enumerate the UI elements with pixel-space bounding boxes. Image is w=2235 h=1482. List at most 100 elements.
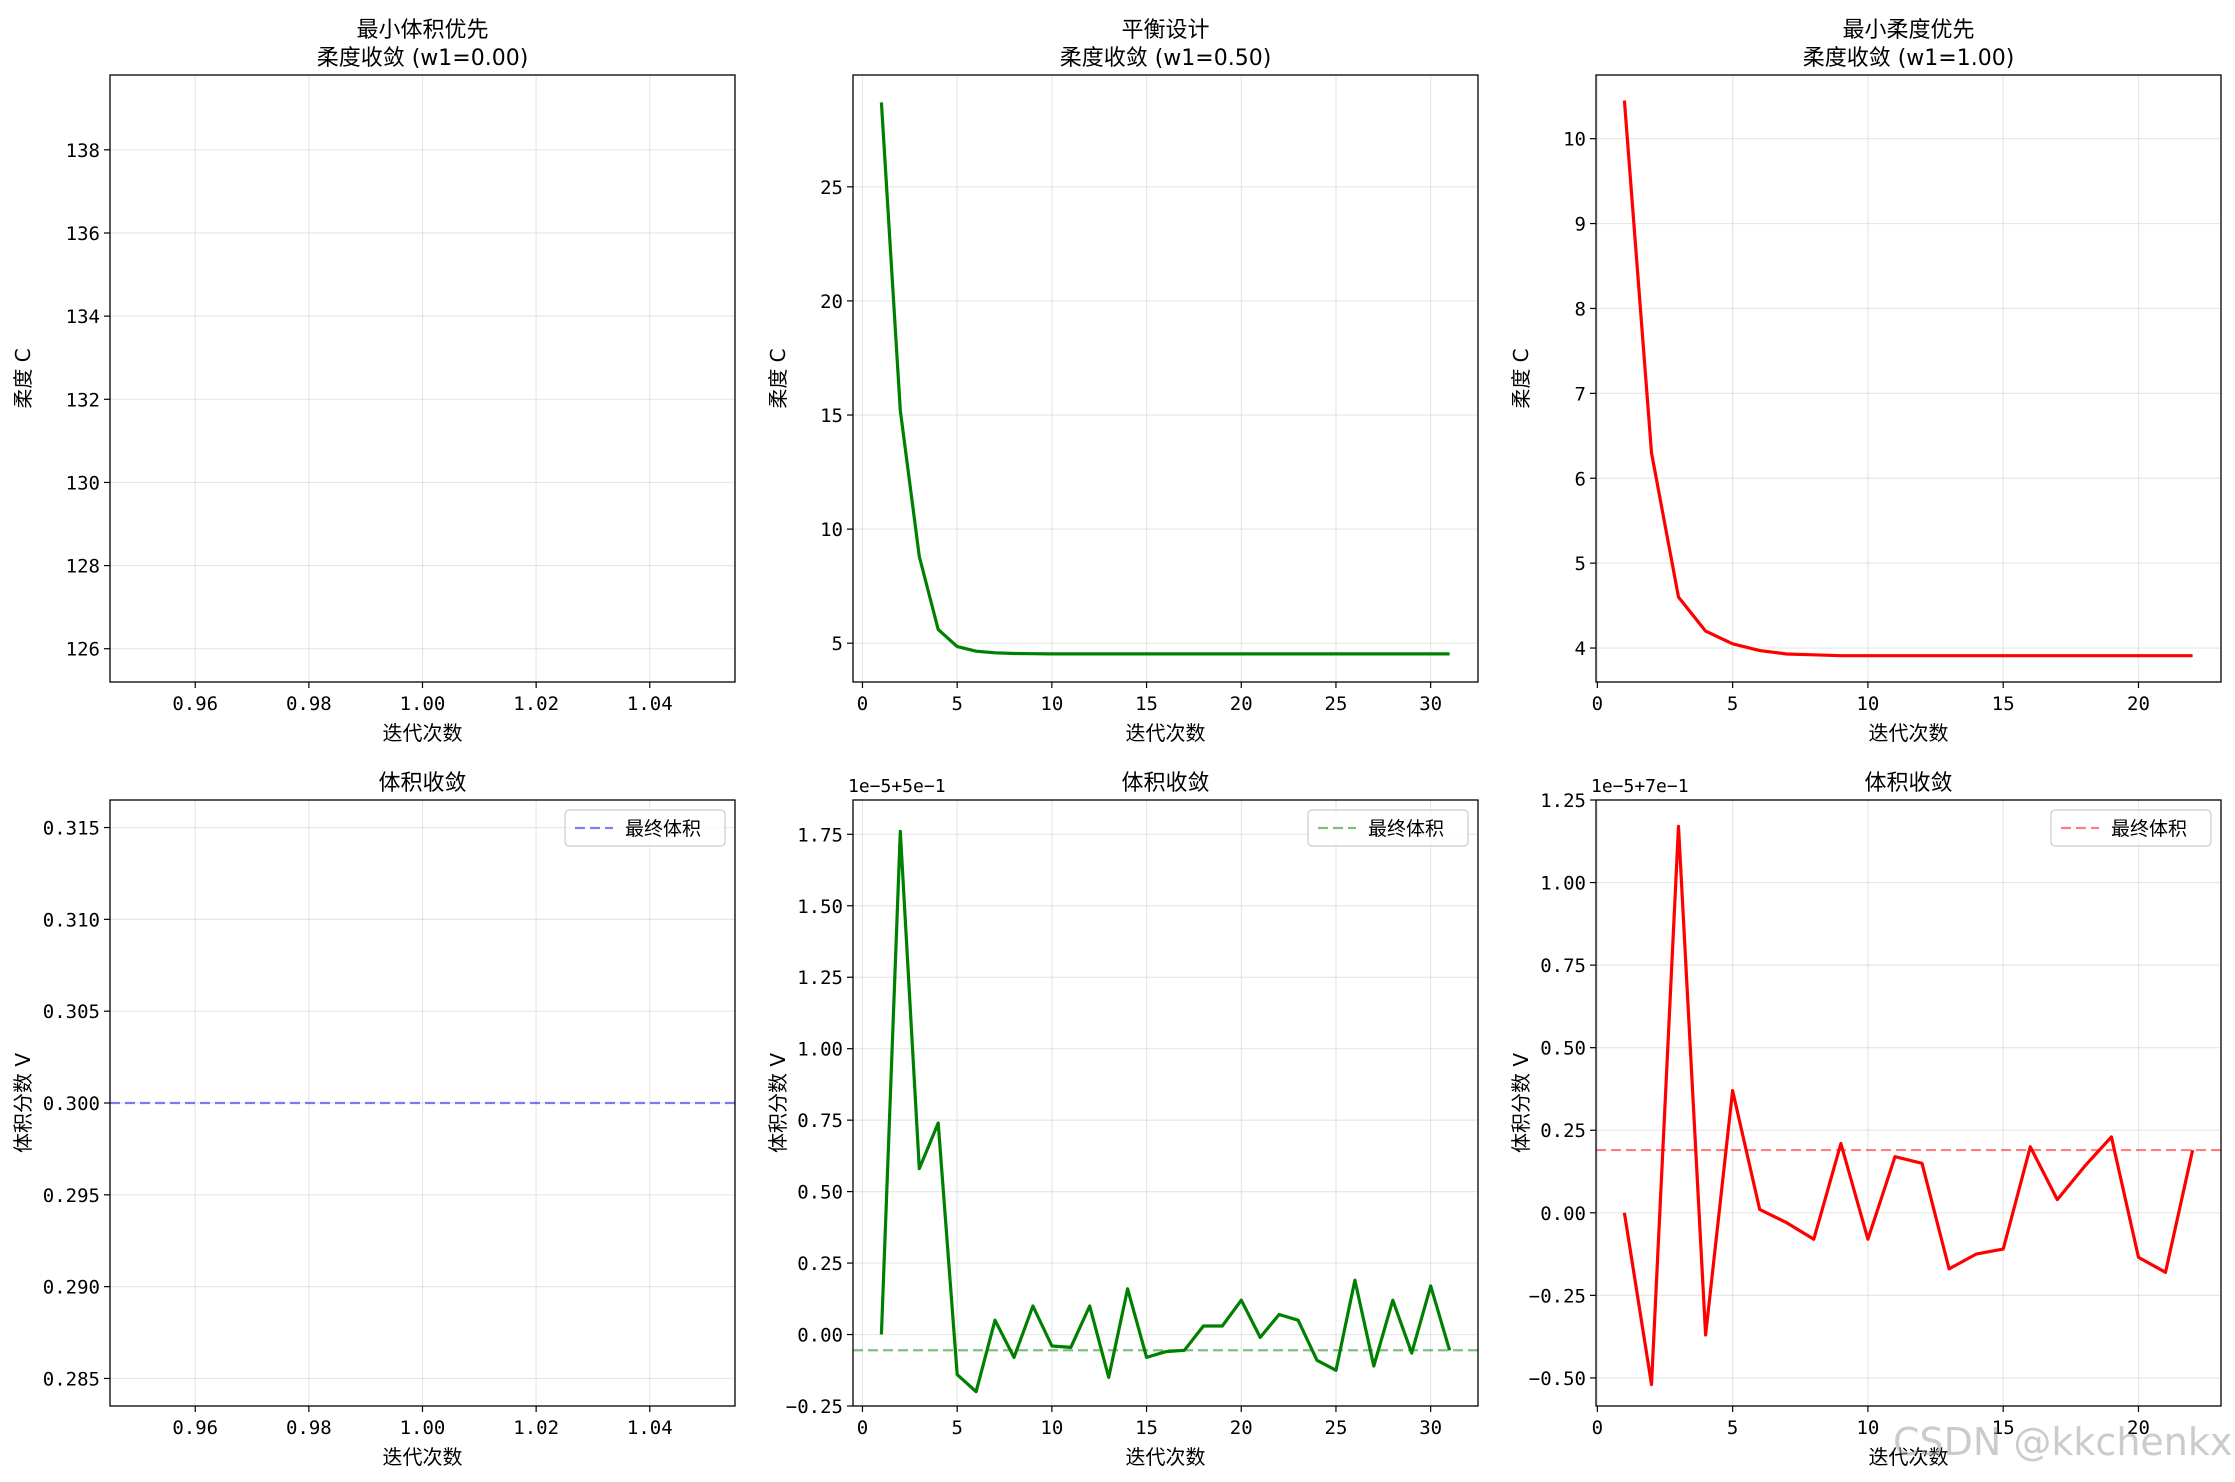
- x-tick-label: 15: [1135, 1417, 1158, 1439]
- plot-area: [853, 75, 1478, 682]
- x-tick-label: 30: [1419, 1417, 1442, 1439]
- y-tick-label: 126: [66, 639, 100, 661]
- watermark: CSDN @kkchenkx: [1893, 1420, 2233, 1464]
- y-tick-label: 25: [820, 177, 843, 199]
- y-tick-label: 1.75: [797, 824, 843, 846]
- axis-offset-label: 1e−5+7e−1: [1591, 776, 1689, 797]
- x-axis-label: 迭代次数: [1126, 721, 1206, 745]
- x-tick-label: 15: [1992, 1417, 2015, 1439]
- y-tick-label: 0.00: [1540, 1203, 1586, 1225]
- y-axis-label: 柔度 C: [766, 348, 790, 408]
- y-tick-label: 134: [66, 306, 100, 328]
- chart-title: 最小体积优先: [356, 18, 488, 43]
- chart-title: 平衡设计: [1121, 18, 1209, 43]
- y-axis-label: 体积分数 V: [11, 1053, 35, 1153]
- y-tick-label: 5: [1575, 553, 1586, 575]
- series-line: [1622, 100, 2193, 658]
- y-tick-label: 128: [66, 556, 100, 578]
- x-tick-label: 30: [1419, 693, 1442, 715]
- y-tick-label: 8: [1575, 298, 1586, 320]
- x-tick-label: 1.02: [513, 1417, 559, 1439]
- y-tick-label: 0.75: [1540, 955, 1586, 977]
- legend-box: [1307, 809, 1469, 847]
- chart-title: 最小柔度优先: [1842, 18, 1974, 43]
- x-tick-label: 20: [1230, 693, 1253, 715]
- y-tick-label: 1.25: [1540, 790, 1586, 812]
- y-tick-label: 0.285: [43, 1368, 100, 1390]
- x-axis-label: 迭代次数: [1126, 1445, 1206, 1469]
- axes-frame: [1595, 799, 2222, 1407]
- x-tick-label: 10: [1040, 1417, 1063, 1439]
- axes-frame: [1595, 74, 2222, 683]
- y-tick-label: 15: [820, 405, 843, 427]
- legend: 最终体积: [2050, 809, 2212, 847]
- y-tick-label: 6: [1575, 468, 1586, 490]
- chart-title: 柔度收敛 (w1=0.00): [317, 46, 529, 71]
- plot-area: [853, 800, 1478, 1406]
- y-tick-label: 1.00: [797, 1039, 843, 1061]
- x-tick-label: 0: [857, 693, 868, 715]
- y-axis-label: 柔度 C: [1509, 348, 1533, 408]
- plot-area: [1596, 800, 2221, 1406]
- x-tick-label: 5: [1727, 1417, 1738, 1439]
- series-line: [879, 102, 1450, 656]
- x-tick-label: 0.96: [172, 1417, 218, 1439]
- y-tick-label: 0.50: [1540, 1038, 1586, 1060]
- y-tick-label: 4: [1575, 638, 1586, 660]
- x-axis-label: 迭代次数: [383, 721, 463, 745]
- x-tick-label: 0: [1592, 693, 1603, 715]
- x-tick-label: 15: [1992, 693, 2015, 715]
- y-tick-label: 7: [1575, 383, 1586, 405]
- x-tick-label: 10: [1856, 1417, 1879, 1439]
- y-tick-label: 136: [66, 223, 100, 245]
- y-tick-label: 138: [66, 140, 100, 162]
- x-tick-label: 5: [951, 693, 962, 715]
- y-tick-label: −0.25: [1529, 1285, 1586, 1307]
- y-tick-label: 0.315: [43, 818, 100, 840]
- legend-label: 最终体积: [2111, 818, 2187, 840]
- y-tick-label: 9: [1575, 214, 1586, 236]
- chart-title: 柔度收敛 (w1=1.00): [1803, 46, 2015, 71]
- y-tick-label: 1.50: [797, 896, 843, 918]
- x-tick-label: 20: [2127, 693, 2150, 715]
- x-tick-label: 0.96: [172, 693, 218, 715]
- series-line: [1622, 824, 2195, 1387]
- x-tick-label: 20: [2127, 1417, 2150, 1439]
- y-tick-label: 20: [820, 291, 843, 313]
- chart-1: 0.96 0.98 1.00 1.02 1.04 126 128 130 132 134 136 13…: [11, 18, 736, 745]
- y-axis-label: 体积分数 V: [766, 1053, 790, 1153]
- x-tick-label: 5: [1727, 693, 1738, 715]
- y-tick-label: 0.75: [797, 1110, 843, 1132]
- y-tick-label: 0.25: [797, 1253, 843, 1275]
- y-tick-label: 1.00: [1540, 873, 1586, 895]
- x-tick-label: 0.98: [286, 1417, 332, 1439]
- chart-4: 0.96 0.98 1.00 1.02 1.04 0.285 0.290 0.295 0.300…: [11, 771, 736, 1469]
- y-tick-label: 130: [66, 472, 100, 494]
- x-tick-label: 0.98: [286, 693, 332, 715]
- y-tick-label: 0.295: [43, 1185, 100, 1207]
- legend-label: 最终体积: [625, 818, 701, 840]
- legend: 最终体积: [1307, 809, 1469, 847]
- y-tick-label: −0.50: [1529, 1368, 1586, 1390]
- x-tick-label: 10: [1040, 693, 1063, 715]
- x-tick-label: 1.00: [400, 1417, 446, 1439]
- x-tick-label: 5: [951, 1417, 962, 1439]
- plot-area: [110, 75, 735, 682]
- y-axis-label: 体积分数 V: [1509, 1053, 1533, 1153]
- x-tick-label: 1.00: [400, 693, 446, 715]
- chart-title: 体积收敛: [1864, 771, 1952, 796]
- x-tick-label: 25: [1325, 693, 1348, 715]
- chart-6: 0 5 10 15 20 −0.50 −0.25 0.00 0.25 0.50 0.75 1.00 1.…: [1509, 771, 2222, 1469]
- legend: 最终体积: [564, 809, 726, 847]
- x-axis-label: 迭代次数: [1869, 721, 1949, 745]
- x-tick-label: 10: [1856, 693, 1879, 715]
- y-tick-label: 1.25: [797, 967, 843, 989]
- x-tick-label: 25: [1325, 1417, 1348, 1439]
- chart-title: 柔度收敛 (w1=0.50): [1060, 46, 1272, 71]
- x-tick-label: 0: [1592, 1417, 1603, 1439]
- y-tick-label: 0.305: [43, 1001, 100, 1023]
- x-tick-label: 1.04: [627, 1417, 673, 1439]
- y-tick-label: 0.50: [797, 1182, 843, 1204]
